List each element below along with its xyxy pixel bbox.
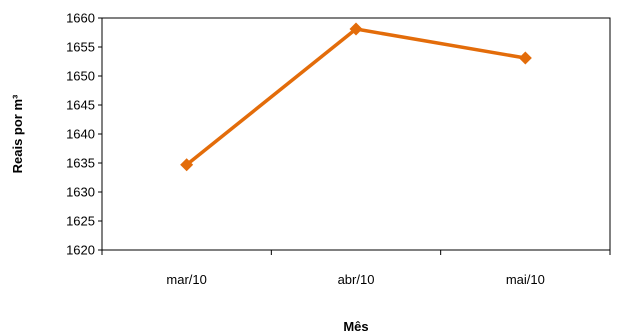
data-point-marker — [180, 158, 194, 172]
x-tick-label: mar/10 — [166, 272, 206, 287]
y-tick-label: 1620 — [66, 243, 95, 258]
plot-area — [101, 17, 611, 251]
y-tick-label: 1625 — [66, 214, 95, 229]
data-point-marker — [349, 22, 363, 36]
y-tick-label: 1645 — [66, 98, 95, 113]
y-tick-label: 1660 — [66, 11, 95, 26]
x-tick-label: mai/10 — [506, 272, 545, 287]
series-layer — [180, 22, 532, 172]
x-axis-ticks: mar/10 abr/10 mai/10 — [101, 250, 611, 287]
y-tick-label: 1630 — [66, 185, 95, 200]
y-tick-label: 1640 — [66, 127, 95, 142]
data-point-marker — [518, 51, 532, 65]
y-axis-title: Reais por m³ — [10, 94, 25, 173]
x-tick-label: abr/10 — [338, 272, 375, 287]
y-tick-label: 1650 — [66, 69, 95, 84]
y-tick-label: 1635 — [66, 156, 95, 171]
x-axis-title: Mês — [343, 319, 368, 334]
series-line — [185, 27, 526, 167]
y-tick-label: 1655 — [66, 40, 95, 55]
y-axis-ticks: 1620 1625 1630 1635 1640 1645 1650 1655 1660 — [66, 11, 102, 258]
